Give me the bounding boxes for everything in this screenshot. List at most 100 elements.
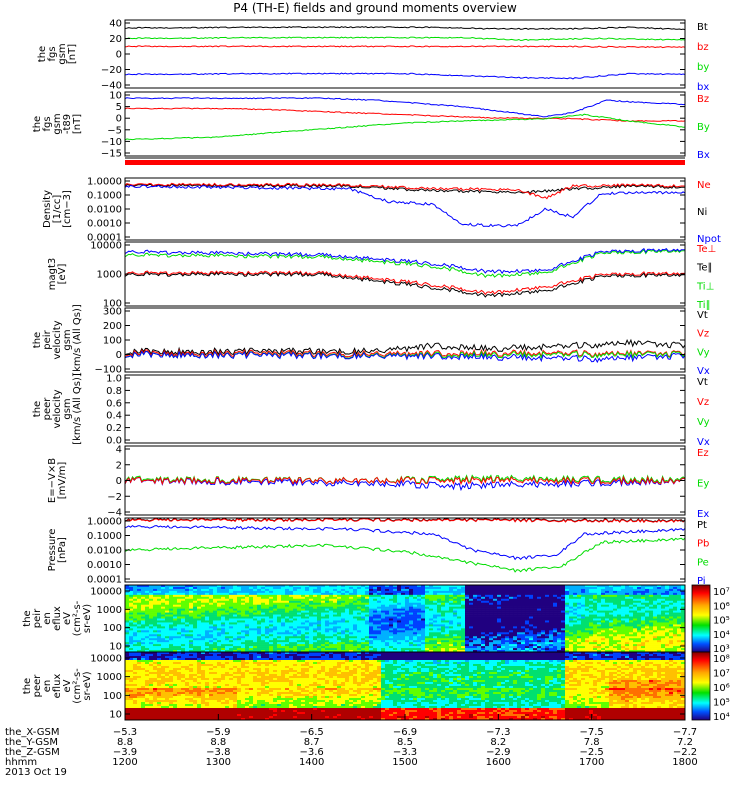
spectrogram-cell	[217, 624, 222, 627]
spectrogram-cell	[421, 634, 426, 637]
spectrogram-cell	[253, 594, 258, 598]
spectrogram-cell	[249, 650, 254, 653]
spectrogram-cell	[381, 612, 386, 615]
spectrogram-cell	[629, 612, 634, 615]
spectrogram-cell	[509, 628, 514, 631]
spectrogram-cell	[125, 632, 130, 635]
spectrogram-cell	[233, 592, 238, 596]
spectrogram-cell	[125, 622, 130, 625]
spectrogram-cell	[397, 592, 402, 596]
spectrogram-cell	[585, 644, 590, 647]
series-line-Pi	[124, 524, 686, 561]
spectrogram-cell	[657, 630, 662, 633]
spectrogram-cell	[125, 648, 130, 651]
spectrogram-cell	[533, 602, 538, 606]
spectrogram-cell	[265, 640, 270, 643]
spectrogram-cell	[537, 588, 542, 592]
spectrogram-cell	[541, 630, 546, 633]
spectrogram-cell	[197, 628, 202, 631]
spectrogram-cell	[625, 626, 630, 629]
spectrogram-cell	[457, 594, 462, 598]
spectrogram-cell	[409, 626, 414, 629]
spectrogram-cell	[321, 588, 326, 592]
spectrogram-cell	[377, 634, 382, 637]
spectrogram-cell	[629, 610, 634, 613]
spectrogram-cell	[457, 620, 462, 623]
spectrogram-cell	[545, 640, 550, 643]
spectrogram-cell	[405, 628, 410, 631]
spectrogram-cell	[597, 598, 602, 602]
spectrogram-cell	[641, 594, 646, 598]
spectrogram-cell	[245, 632, 250, 635]
spectrogram-cell	[409, 636, 414, 639]
spectrogram-cell	[561, 636, 566, 639]
spectrogram-cell	[433, 650, 438, 653]
spectrogram-cell	[613, 606, 618, 609]
spectrogram-cell	[169, 594, 174, 598]
spectrogram-cell	[389, 624, 394, 627]
spectrogram-cell	[169, 648, 174, 651]
spectrogram-cell	[141, 602, 146, 606]
spectrogram-cell	[153, 612, 158, 615]
spectrogram-cell	[553, 602, 558, 606]
spectrogram-cell	[477, 604, 482, 607]
spectrogram-cell	[465, 626, 470, 629]
spectrogram-cell	[305, 618, 310, 621]
spectrogram-cell	[177, 606, 182, 609]
spectrogram-cell	[589, 630, 594, 633]
spectrogram-cell	[581, 600, 586, 604]
spectrogram-cell	[393, 628, 398, 631]
spectrogram-cell	[205, 624, 210, 627]
spectrogram-cell	[213, 634, 218, 637]
spectrogram-cell	[293, 624, 298, 627]
spectrogram-cell	[501, 630, 506, 633]
spectrogram-cell	[245, 596, 250, 600]
spectrogram-cell	[645, 610, 650, 613]
spectrogram-cell	[221, 626, 226, 629]
spectrogram-cell	[133, 622, 138, 625]
spectrogram-cell	[637, 614, 642, 617]
spectrogram-cell	[609, 600, 614, 604]
spectrogram-cell	[577, 628, 582, 631]
spectrogram-cell	[417, 622, 422, 625]
spectrogram-cell	[537, 585, 542, 588]
spectrogram-cell	[237, 648, 242, 651]
spectrogram-cell	[581, 592, 586, 596]
spectrogram-cell	[573, 588, 578, 592]
spectrogram-cell	[201, 616, 206, 619]
spectrogram-cell	[537, 640, 542, 643]
spectrogram-cell	[365, 648, 370, 651]
spectrogram-cell	[545, 594, 550, 598]
spectrogram-cell	[193, 594, 198, 598]
spectrogram-cell	[257, 626, 262, 629]
spectrogram-cell	[477, 622, 482, 625]
spectrogram-cell	[629, 586, 634, 590]
spectrogram-cell	[213, 616, 218, 619]
spectrogram-cell	[413, 586, 418, 590]
spectrogram-cell	[173, 638, 178, 641]
spectrogram-cell	[389, 616, 394, 619]
spectrogram-cell	[409, 610, 414, 613]
spectrogram-cell	[337, 618, 342, 621]
y-tick-label: 0.4	[106, 411, 122, 422]
spectrogram-cell	[437, 586, 442, 590]
spectrogram-cell	[517, 602, 522, 606]
spectrogram-cell	[505, 628, 510, 631]
spectrogram-cell	[633, 648, 638, 651]
spectrogram-cell	[405, 608, 410, 611]
spectrogram-cell	[253, 644, 258, 647]
spectrogram-cell	[373, 632, 378, 635]
spectrogram-cell	[617, 604, 622, 607]
spectrogram-cell	[613, 632, 618, 635]
spectrogram-cell	[173, 604, 178, 607]
spectrogram-cell	[141, 598, 146, 602]
spectrogram-cell	[565, 590, 570, 594]
spectrogram-cell	[529, 588, 534, 592]
spectrogram-cell	[313, 604, 318, 607]
spectrogram-cell	[353, 592, 358, 596]
spectrogram-cell	[269, 585, 274, 588]
spectrogram-cell	[381, 638, 386, 641]
spectrogram-cell	[201, 644, 206, 647]
spectrogram-cell	[541, 606, 546, 609]
spectrogram-cell	[529, 598, 534, 602]
